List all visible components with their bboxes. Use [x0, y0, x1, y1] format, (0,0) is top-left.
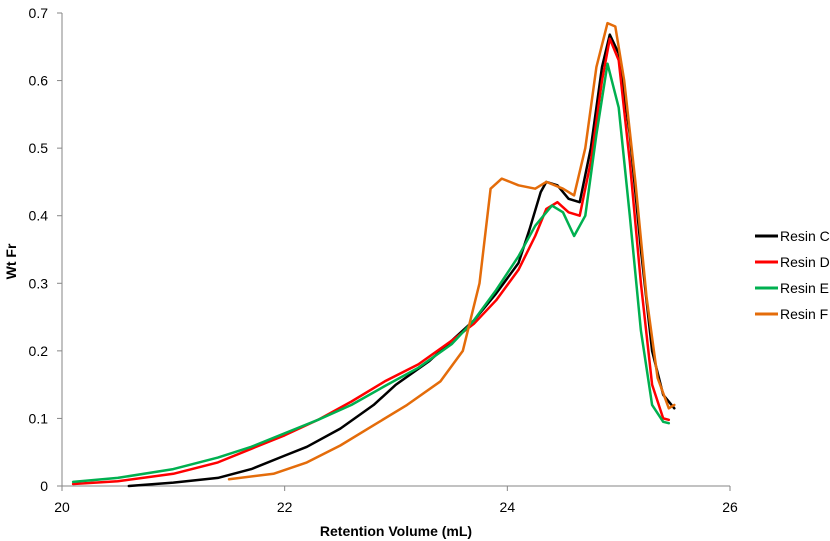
- y-tick-label: 0.2: [29, 343, 49, 359]
- y-tick-label: 0: [40, 478, 48, 494]
- x-tick-label: 26: [722, 499, 738, 515]
- series-line-resin-c: [127, 33, 676, 488]
- legend-label: Resin F: [780, 306, 828, 322]
- y-tick-label: 0.6: [29, 73, 49, 89]
- legend: Resin C Resin D Resin E Resin F: [755, 228, 830, 322]
- y-axis-title: Wt Fr: [3, 243, 19, 279]
- y-tick-label: 0.5: [29, 140, 49, 156]
- y-tick-label: 0.7: [29, 5, 49, 21]
- y-tick-label: 0.4: [29, 208, 49, 224]
- series-line-resin-e: [71, 62, 671, 484]
- series-line-resin-d: [71, 37, 671, 486]
- legend-label: Resin D: [780, 254, 830, 270]
- legend-label: Resin C: [780, 228, 830, 244]
- series-layer: [71, 21, 676, 488]
- x-axis-title: Retention Volume (mL): [320, 523, 472, 539]
- legend-label: Resin E: [780, 280, 829, 296]
- axes: 0 0.1 0.2 0.3 0.4 0.5 0.6 0.7 20 22 24 26: [29, 5, 738, 515]
- x-tick-label: 22: [277, 499, 293, 515]
- y-tick-label: 0.3: [29, 275, 49, 291]
- x-tick-label: 20: [54, 499, 70, 515]
- series-line-resin-f: [227, 21, 676, 481]
- x-tick-label: 24: [500, 499, 516, 515]
- y-tick-label: 0.1: [29, 410, 49, 426]
